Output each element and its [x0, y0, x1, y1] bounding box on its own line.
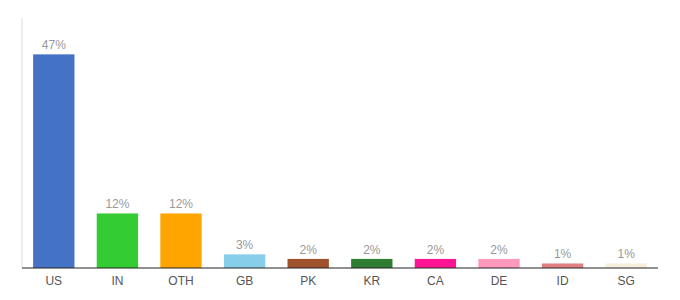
x-axis-line: [22, 267, 658, 268]
data-label: 2%: [300, 243, 318, 257]
y-axis-line: [22, 18, 23, 268]
bar: [160, 213, 201, 268]
x-tick-label: PK: [300, 274, 316, 288]
bar: [606, 263, 647, 268]
bar: [97, 213, 138, 268]
data-labels: 47% 12% 12% 3% 2% 2% 2% 2% 1% 1%: [42, 38, 635, 261]
x-tick-label: OTH: [168, 274, 193, 288]
x-tick-label: GB: [236, 274, 253, 288]
chart-svg: 47% 12% 12% 3% 2% 2% 2% 2% 1% 1% US IN OTH GB PK KR CA DE…: [0, 0, 680, 300]
x-tick-label: CA: [427, 274, 444, 288]
bar: [542, 263, 583, 268]
bar: [288, 259, 329, 268]
data-label: 3%: [236, 238, 254, 252]
x-tick-label: SG: [618, 274, 635, 288]
bars: [33, 54, 647, 268]
data-label: 1%: [618, 247, 636, 261]
x-tick-label: US: [45, 274, 62, 288]
data-label: 2%: [363, 243, 381, 257]
bar: [351, 259, 392, 268]
data-label: 2%: [490, 243, 508, 257]
data-label: 12%: [105, 197, 129, 211]
data-label: 1%: [554, 247, 572, 261]
x-tick-label: IN: [111, 274, 123, 288]
data-label: 12%: [169, 197, 193, 211]
chart-container: 47% 12% 12% 3% 2% 2% 2% 2% 1% 1% US IN OTH GB PK KR CA DE…: [0, 0, 680, 300]
x-tick-label: KR: [363, 274, 380, 288]
data-label: 47%: [42, 38, 66, 52]
x-tick-label: ID: [557, 274, 569, 288]
x-tick-label: DE: [491, 274, 508, 288]
bar: [224, 254, 265, 268]
bar: [415, 259, 456, 268]
bar: [33, 54, 74, 268]
bar: [478, 259, 519, 268]
data-label: 2%: [427, 243, 445, 257]
x-tick-labels: US IN OTH GB PK KR CA DE ID SG: [45, 274, 634, 288]
